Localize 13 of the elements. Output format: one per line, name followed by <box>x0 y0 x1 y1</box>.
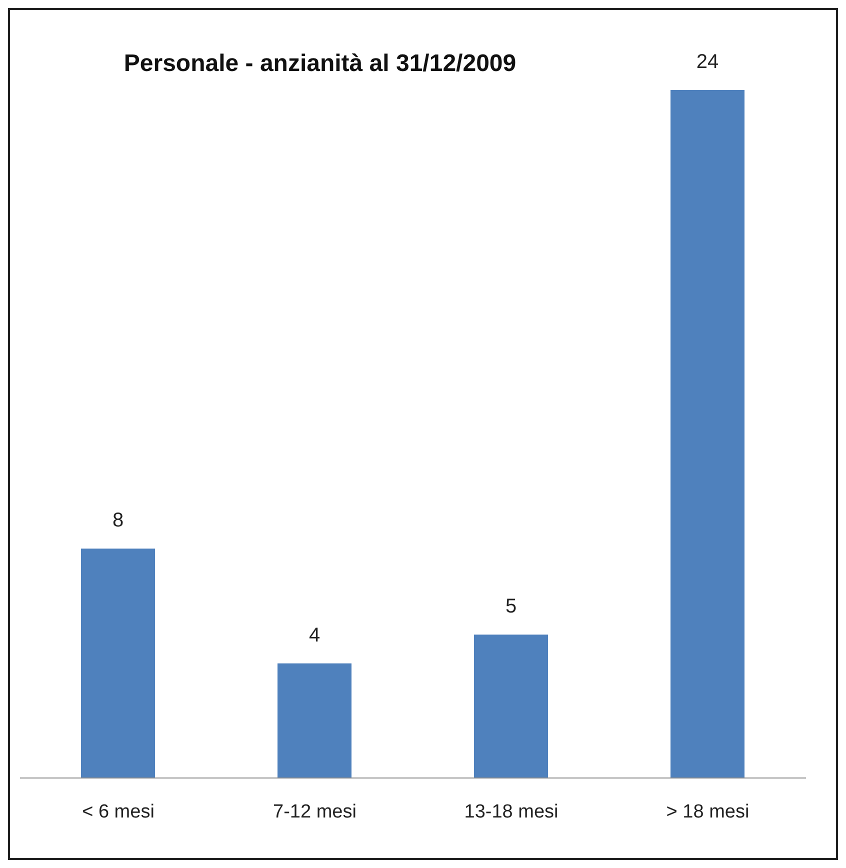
x-tick-label: 7-12 mesi <box>273 801 356 822</box>
bar <box>81 548 155 778</box>
data-label: 24 <box>696 51 719 73</box>
x-tick-label: 13-18 mesi <box>464 801 558 822</box>
bar <box>474 634 548 778</box>
x-tick-label: < 6 mesi <box>82 801 154 822</box>
data-label: 5 <box>505 596 517 618</box>
bar <box>278 663 352 778</box>
x-tick-label: > 18 mesi <box>666 801 750 822</box>
bar <box>670 90 744 778</box>
data-label: 4 <box>308 624 320 646</box>
data-label: 8 <box>112 510 124 532</box>
chart-title: Personale - anzianità al 31/12/2009 <box>122 50 518 78</box>
